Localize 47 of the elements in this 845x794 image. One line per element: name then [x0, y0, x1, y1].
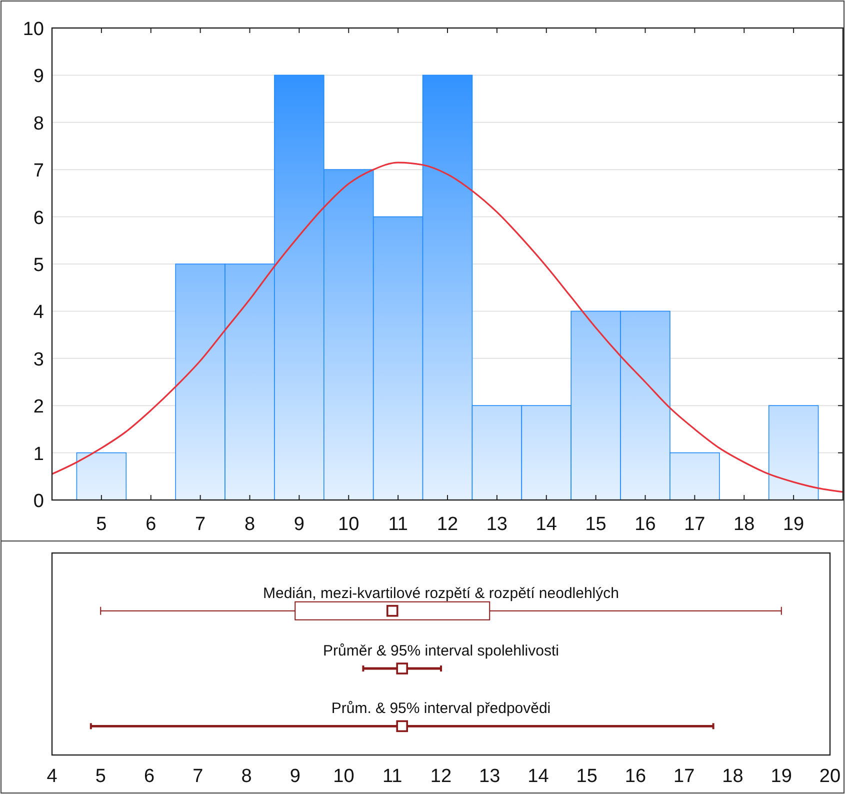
- x-tick-label: 13: [486, 514, 508, 535]
- y-tick-label: 8: [33, 113, 44, 134]
- y-tick-label: 6: [33, 208, 44, 229]
- x-tick-label: 19: [782, 514, 804, 535]
- category-label: Průměr & 95% interval spolehlivosti: [323, 642, 559, 660]
- x-tick-label: 17: [674, 766, 695, 787]
- y-tick-label: 4: [33, 302, 44, 324]
- y-tick-label: 9: [33, 66, 44, 88]
- category-label: Medián, mezi-kvartilové rozpětí & rozpětí neodlehlých: [262, 584, 620, 602]
- x-tick-label: 7: [192, 766, 204, 787]
- x-tick-label: 20: [819, 766, 841, 787]
- y-tick-label: 2: [33, 396, 44, 418]
- x-tick-label: 8: [244, 514, 256, 535]
- y-tick-label: 1: [33, 444, 44, 465]
- x-tick-label: 16: [624, 766, 646, 787]
- x-tick-label: 9: [294, 514, 304, 535]
- x-tick-label: 11: [388, 514, 408, 535]
- x-tick-label: 18: [734, 514, 755, 535]
- x-tick-label: 15: [585, 514, 606, 535]
- x-tick-label: 18: [722, 766, 744, 787]
- y-tick-label: 10: [22, 19, 44, 40]
- x-tick-label: 16: [634, 514, 656, 535]
- x-tick-label: 12: [430, 766, 452, 787]
- x-tick-label: 10: [333, 766, 354, 787]
- x-tick-label: 9: [290, 766, 300, 787]
- x-tick-label: 14: [536, 514, 558, 535]
- x-tick-label: 8: [241, 766, 252, 787]
- y-tick-label: 7: [33, 160, 44, 182]
- x-tick-label: 13: [479, 766, 500, 787]
- x-tick-label: 15: [576, 766, 598, 787]
- y-tick-label: 3: [33, 349, 44, 370]
- x-tick-label: 7: [195, 514, 206, 535]
- category-label: Prům. & 95% interval předpovědi: [331, 700, 551, 718]
- x-tick-label: 11: [382, 766, 402, 787]
- line-series: [51, 162, 844, 493]
- x-tick-label: 5: [96, 514, 107, 535]
- x-tick-label: 5: [95, 766, 106, 787]
- x-tick-label: 6: [144, 766, 155, 787]
- y-tick-label: 0: [33, 491, 44, 512]
- x-tick-label: 19: [770, 766, 792, 787]
- x-tick-label: 4: [46, 766, 58, 787]
- y-tick-label: 5: [33, 255, 44, 276]
- x-tick-label: 10: [338, 514, 360, 535]
- x-tick-label: 6: [146, 514, 156, 535]
- x-tick-label: 12: [436, 514, 458, 535]
- x-tick-label: 17: [684, 514, 706, 535]
- x-tick-label: 14: [528, 766, 550, 787]
